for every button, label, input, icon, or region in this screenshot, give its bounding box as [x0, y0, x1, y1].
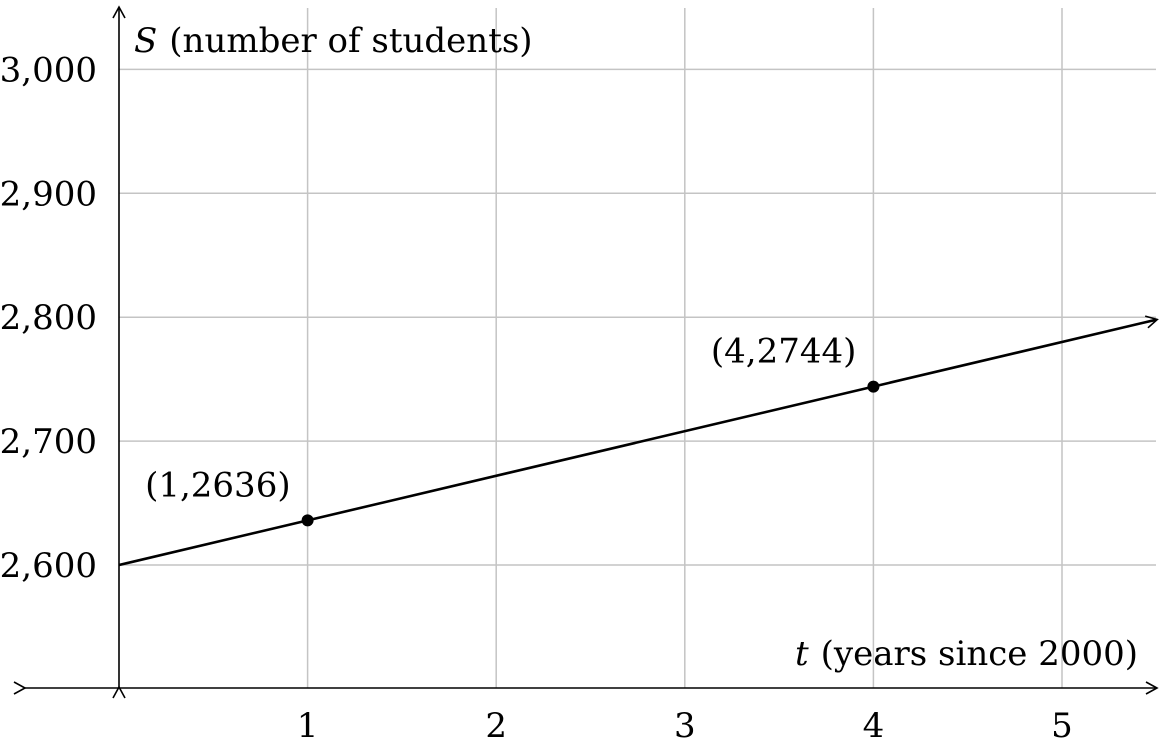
x-tick-label: 2 — [485, 706, 507, 746]
y-tick-label: 2,800 — [0, 298, 97, 338]
x-tick-label: 4 — [863, 706, 885, 746]
tick-labels: 1 2 3 4 5 2,600 2,700 2,800 2,900 3,000 — [0, 50, 1073, 746]
x-tick-label: 5 — [1051, 706, 1073, 746]
axes — [13, 5, 1159, 699]
y-tick-label: 3,000 — [0, 50, 97, 90]
data-point-label: (1,2636) — [145, 465, 291, 505]
y-axis-label: (number of students) — [169, 21, 532, 61]
x-tick-label: 1 — [297, 706, 319, 746]
y-tick-label: 2,900 — [0, 174, 97, 214]
data-labels: (1,2636) (4,2744) — [145, 332, 856, 506]
x-tick-label: 3 — [674, 706, 696, 746]
y-tick-label: 2,700 — [0, 422, 97, 462]
grid — [119, 8, 1156, 688]
series-line — [118, 315, 1159, 567]
y-tick-label: 2,600 — [0, 546, 97, 586]
y-axis-title: S (number of students) — [134, 21, 533, 61]
x-axis-title: t (years since 2000) — [795, 634, 1138, 674]
y-axis-variable: S — [134, 21, 157, 61]
x-axis-label: (years since 2000) — [821, 634, 1138, 674]
series — [118, 315, 1159, 567]
x-axis-variable: t — [795, 634, 809, 674]
axis-titles: S (number of students) t (years since 2000… — [134, 21, 1138, 674]
data-point — [867, 380, 880, 393]
data-point — [301, 514, 314, 527]
data-point-label: (4,2744) — [711, 332, 857, 372]
